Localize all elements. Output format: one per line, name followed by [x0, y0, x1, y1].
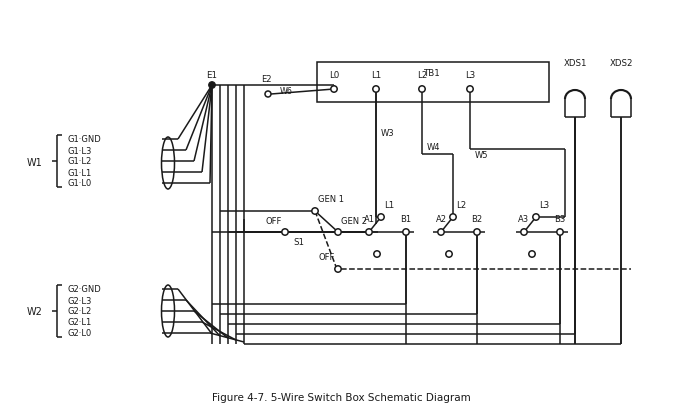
Text: L1: L1 — [371, 70, 381, 79]
Text: L3: L3 — [539, 201, 549, 210]
Text: OFF: OFF — [319, 253, 335, 262]
Circle shape — [466, 87, 473, 93]
Text: GEN 1: GEN 1 — [318, 195, 344, 204]
Text: L2: L2 — [417, 70, 427, 79]
Circle shape — [209, 83, 215, 89]
Text: E2: E2 — [261, 75, 271, 84]
Circle shape — [438, 229, 444, 236]
Circle shape — [282, 229, 288, 236]
Circle shape — [331, 87, 337, 93]
Circle shape — [403, 229, 409, 236]
Circle shape — [446, 251, 452, 258]
Text: W5: W5 — [475, 150, 488, 159]
Text: B3: B3 — [555, 215, 566, 224]
Text: W3: W3 — [381, 128, 395, 137]
Text: A2: A2 — [436, 215, 447, 224]
Circle shape — [557, 229, 563, 236]
Text: G1·L3: G1·L3 — [67, 146, 92, 155]
Circle shape — [533, 214, 539, 221]
Circle shape — [366, 229, 372, 236]
Circle shape — [374, 251, 380, 258]
Text: G2·L2: G2·L2 — [67, 307, 92, 316]
Text: L1: L1 — [384, 201, 394, 210]
Text: L0: L0 — [329, 70, 339, 79]
Text: B1: B1 — [400, 215, 412, 224]
Circle shape — [335, 229, 342, 236]
Text: W4: W4 — [427, 143, 441, 152]
Circle shape — [373, 87, 379, 93]
Text: L3: L3 — [465, 70, 475, 79]
Text: Figure 4-7. 5-Wire Switch Box Schematic Diagram: Figure 4-7. 5-Wire Switch Box Schematic … — [212, 392, 471, 402]
Text: G1·L1: G1·L1 — [67, 168, 92, 177]
Text: G2·GND: G2·GND — [67, 285, 101, 294]
Circle shape — [529, 251, 535, 258]
Text: W6: W6 — [279, 87, 292, 96]
Text: TB1: TB1 — [423, 69, 441, 78]
Text: S1: S1 — [293, 238, 304, 247]
Text: B2: B2 — [471, 215, 483, 224]
Text: G1·L0: G1·L0 — [67, 179, 92, 188]
Circle shape — [378, 214, 385, 221]
Text: G1·L2: G1·L2 — [67, 157, 92, 166]
Text: G2·L0: G2·L0 — [67, 329, 92, 338]
Text: G2·L1: G2·L1 — [67, 318, 92, 327]
Text: XDS2: XDS2 — [609, 59, 632, 68]
Text: A3: A3 — [518, 215, 529, 224]
Text: XDS1: XDS1 — [563, 59, 587, 68]
Text: E1: E1 — [206, 70, 217, 79]
Circle shape — [265, 92, 271, 98]
Text: W2: W2 — [27, 306, 43, 316]
Text: G1·GND: G1·GND — [67, 135, 101, 144]
Text: OFF: OFF — [266, 216, 282, 225]
Text: G2·L3: G2·L3 — [67, 296, 92, 305]
Circle shape — [474, 229, 480, 236]
Circle shape — [335, 266, 342, 273]
Circle shape — [419, 87, 426, 93]
Text: A1: A1 — [363, 215, 374, 224]
Circle shape — [450, 214, 456, 221]
Circle shape — [521, 229, 527, 236]
Text: W1: W1 — [27, 158, 43, 168]
Bar — [317, 63, 549, 103]
Text: GEN 2: GEN 2 — [341, 216, 367, 225]
Text: L2: L2 — [456, 201, 466, 210]
Circle shape — [312, 208, 318, 215]
